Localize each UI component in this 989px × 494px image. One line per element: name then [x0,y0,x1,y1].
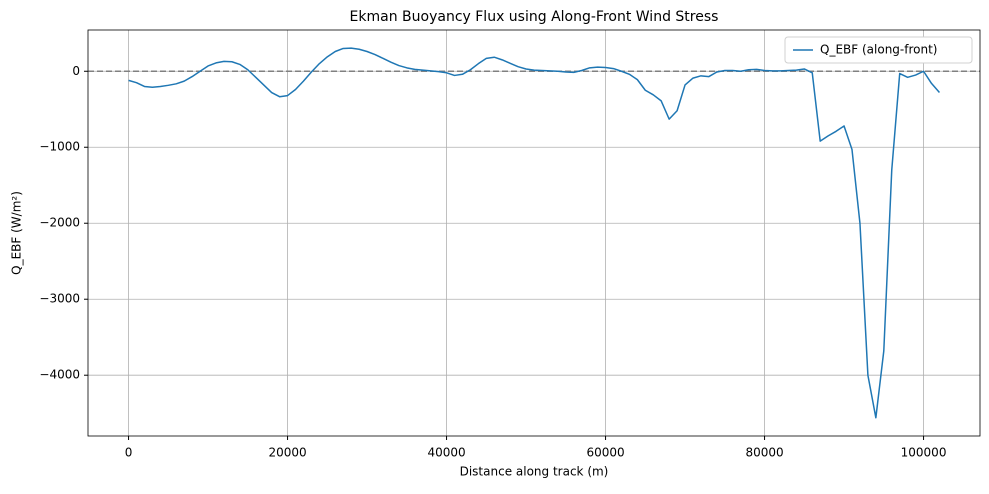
x-tick-label: 60000 [586,446,624,460]
x-tick-label: 20000 [268,446,306,460]
y-tick-label: −2000 [39,216,80,230]
y-tick-label: −3000 [39,292,80,306]
x-tick-label: 40000 [427,446,465,460]
y-axis-label: Q_EBF (W/m²) [10,191,24,275]
x-tick-label: 0 [125,446,133,460]
chart-title: Ekman Buoyancy Flux using Along-Front Wi… [350,9,719,25]
x-axis-label: Distance along track (m) [460,465,609,479]
axes-frame [87,29,981,437]
data-line [128,47,941,419]
x-tick-label: 80000 [745,446,783,460]
legend-box [784,36,973,64]
y-tick-label: −1000 [39,140,80,154]
y-tick-label: 0 [72,64,80,78]
legend-label: Q_EBF (along-front) [820,43,937,57]
y-tick-label: −4000 [39,368,80,382]
x-tick-label: 100000 [901,446,947,460]
